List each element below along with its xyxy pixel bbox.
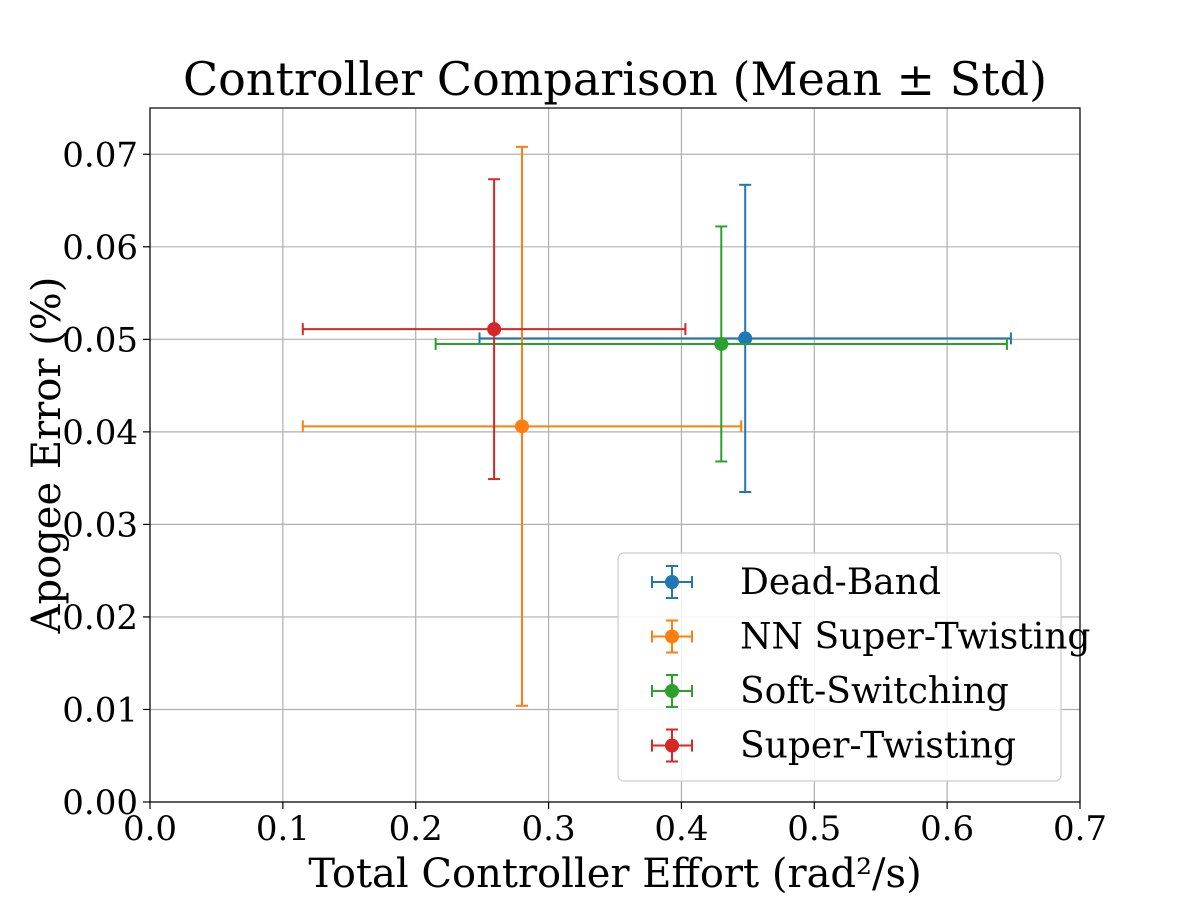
legend: Dead-Band NN Super-Twisting Soft-Switching… — [617, 552, 1090, 782]
legend-item: Super-Twisting — [651, 726, 1016, 767]
x-tick-label: 0.5 — [787, 809, 841, 849]
data-point — [515, 419, 529, 434]
y-tick-label: 0.03 — [62, 505, 138, 545]
legend-label: Dead-Band — [740, 562, 941, 603]
x-tick-label: 0.3 — [522, 809, 576, 849]
legend-marker — [665, 629, 679, 644]
legend-label: NN Super-Twisting — [740, 617, 1090, 658]
series-nn-super-twisting — [301, 145, 743, 707]
x-tick-label: 0.7 — [1053, 809, 1107, 849]
x-tick-label: 0.4 — [654, 809, 708, 849]
y-tick-label: 0.00 — [62, 783, 138, 823]
legend-label: Super-Twisting — [740, 726, 1016, 767]
y-tick-label: 0.01 — [62, 690, 138, 730]
series-super-twisting — [301, 178, 687, 481]
legend-item: Dead-Band — [651, 562, 941, 603]
legend-marker — [665, 575, 679, 589]
legend-marker — [665, 738, 679, 753]
y-axis-ticks: 0.00 0.01 0.02 0.03 0.04 0.05 0.06 0.07 — [62, 135, 150, 823]
data-point — [487, 322, 502, 337]
x-tick-label: 0.2 — [389, 809, 443, 849]
data-point — [714, 336, 729, 351]
chart-title: Controller Comparison (Mean ± Std) — [183, 52, 1047, 106]
x-tick-label: 0.1 — [256, 809, 310, 849]
y-tick-label: 0.07 — [62, 135, 138, 175]
series-soft-switching — [434, 225, 1008, 463]
y-tick-label: 0.05 — [62, 320, 138, 360]
plot-frame — [149, 107, 1081, 803]
x-tick-label: 0.6 — [920, 809, 974, 849]
legend-box — [617, 552, 1062, 782]
legend-item: NN Super-Twisting — [651, 617, 1090, 658]
x-axis-label: Total Controller Effort (rad²/s) — [308, 851, 921, 897]
y-axis-label: Apogee Error (%) — [24, 277, 70, 635]
y-tick-label: 0.02 — [62, 598, 138, 638]
legend-marker — [665, 684, 679, 698]
x-axis-ticks: 0.0 0.1 0.2 0.3 0.4 0.5 0.6 0.7 — [123, 802, 1107, 849]
data-point — [738, 331, 753, 346]
legend-label: Soft-Switching — [740, 671, 1009, 712]
legend-item: Soft-Switching — [651, 671, 1009, 712]
y-tick-label: 0.04 — [62, 413, 138, 453]
series-dead-band — [478, 183, 1012, 494]
series-layer — [301, 145, 1012, 707]
x-tick-label: 0.0 — [123, 809, 177, 849]
y-tick-label: 0.06 — [62, 228, 138, 268]
